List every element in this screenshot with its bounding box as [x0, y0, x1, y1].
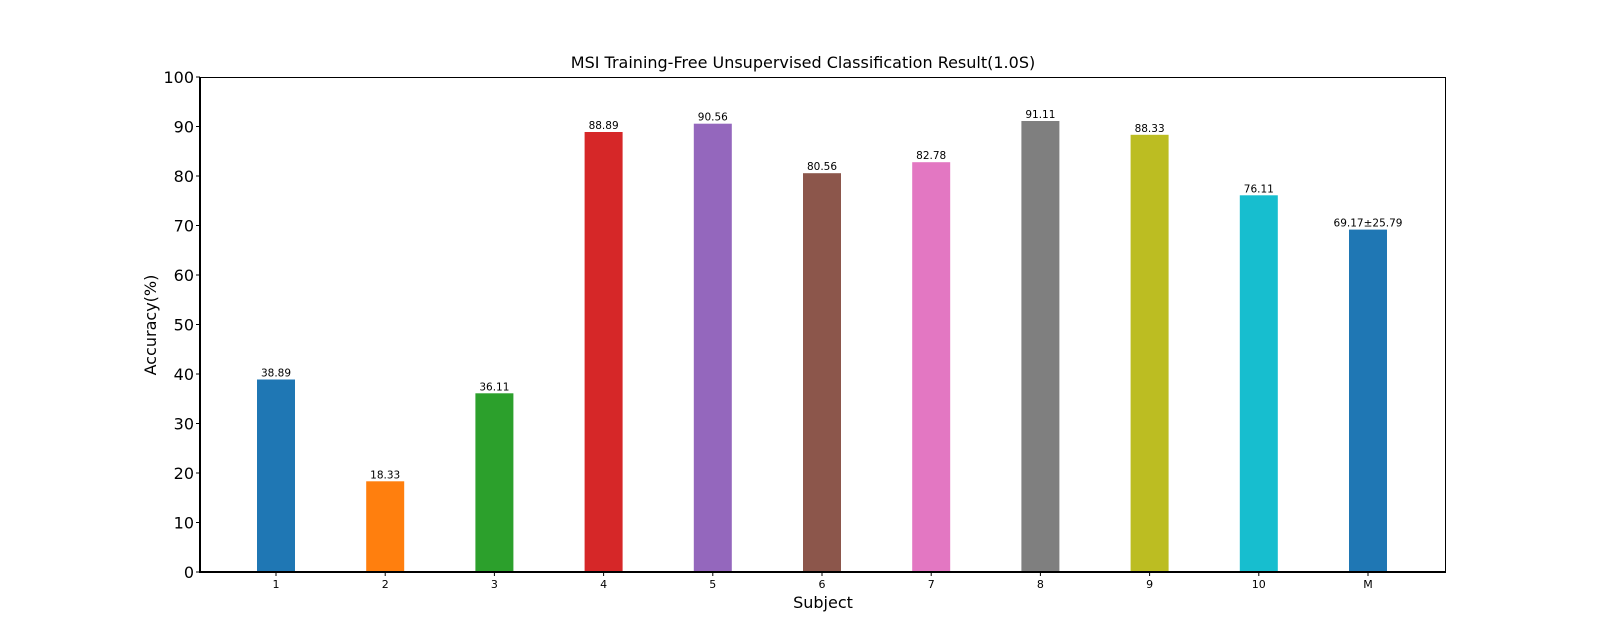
y-tick-label-90: 90 [174, 118, 194, 137]
bar-3 [475, 393, 514, 572]
x-tick-label-6: 6 [819, 578, 826, 591]
bar-M [1349, 229, 1387, 572]
bar-4 [584, 132, 623, 572]
y-axis-title: Accuracy(%) [141, 275, 160, 376]
bar-10 [1239, 195, 1278, 573]
bar-7 [912, 162, 951, 572]
y-axis-ticks: 0 10 20 30 40 50 60 70 80 90 100 [163, 68, 200, 582]
bar-8 [1021, 121, 1060, 572]
x-axis-title: Subject [793, 593, 853, 612]
y-tick-label-60: 60 [174, 266, 194, 285]
x-tick-label-2: 2 [382, 578, 389, 591]
data-label-7: 82.78 [916, 150, 946, 162]
y-tick-label-10: 10 [174, 514, 194, 533]
y-tick-label-70: 70 [174, 217, 194, 236]
x-tick-label-M: M [1363, 578, 1373, 591]
y-tick-label-80: 80 [174, 167, 194, 186]
x-tick-label-1: 1 [273, 578, 280, 591]
x-tick-label-3: 3 [491, 578, 498, 591]
y-tick-label-30: 30 [174, 415, 194, 434]
data-label-10: 76.11 [1244, 183, 1274, 195]
bar-2 [366, 481, 405, 572]
bar-9 [1130, 134, 1169, 573]
data-label-4: 88.89 [589, 120, 619, 132]
chart-title: MSI Training-Free Unsupervised Classific… [571, 53, 1035, 72]
y-tick-label-100: 100 [163, 68, 194, 87]
y-tick-label-20: 20 [174, 464, 194, 483]
data-label-8: 91.11 [1025, 109, 1055, 121]
x-tick-label-10: 10 [1252, 578, 1266, 591]
bars-layer [257, 121, 1387, 573]
bar-6 [803, 173, 841, 572]
data-label-5: 90.56 [698, 112, 728, 124]
x-tick-label-9: 9 [1146, 578, 1153, 591]
y-tick-label-50: 50 [174, 316, 194, 335]
data-label-9: 88.33 [1135, 123, 1165, 135]
x-tick-label-5: 5 [709, 578, 716, 591]
data-label-6: 80.56 [807, 161, 837, 173]
data-label-3: 36.11 [479, 381, 509, 393]
y-tick-label-40: 40 [174, 365, 194, 384]
data-labels-layer: 38.89 18.33 36.11 88.89 90.56 80.56 82.78 91.11… [261, 109, 1402, 481]
x-axis-ticks: 1 2 3 4 5 6 7 8 9 10 M [273, 572, 1373, 591]
data-label-M: 69.17±25.79 [1334, 218, 1403, 230]
x-tick-label-4: 4 [600, 578, 607, 591]
x-tick-label-8: 8 [1037, 578, 1044, 591]
data-label-1: 38.89 [261, 368, 291, 380]
bar-1 [257, 379, 295, 572]
bar-5 [693, 123, 732, 572]
y-tick-label-0: 0 [184, 563, 194, 582]
data-label-2: 18.33 [370, 469, 400, 481]
x-tick-label-7: 7 [928, 578, 935, 591]
